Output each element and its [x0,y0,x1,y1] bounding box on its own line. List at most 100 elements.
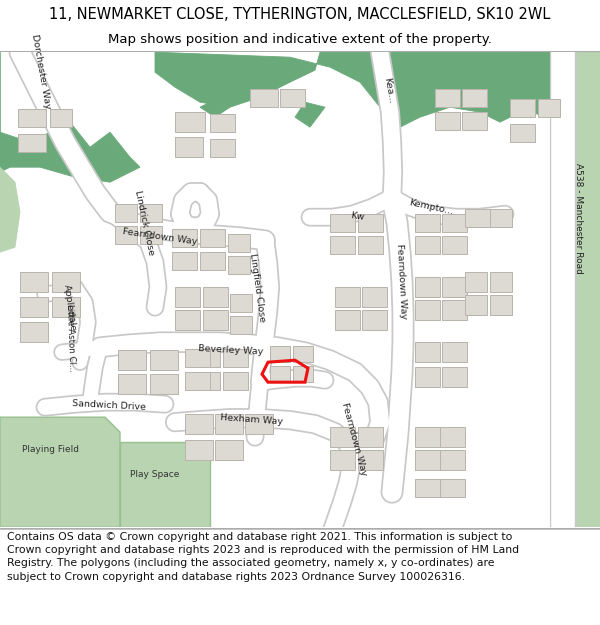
Bar [215,440,243,460]
Bar [20,272,48,292]
Bar [415,214,440,232]
Text: Playing Field: Playing Field [22,445,79,454]
Bar [465,295,487,315]
Bar [115,204,137,222]
Bar [330,236,355,254]
Text: Kempto...: Kempto... [408,198,454,216]
Polygon shape [565,52,600,527]
Bar [362,310,387,330]
Bar [435,112,460,130]
Bar [415,479,440,498]
Polygon shape [295,102,325,127]
Bar [195,372,220,390]
Bar [175,137,203,157]
Bar [140,226,162,244]
Bar [358,214,383,232]
Bar [52,297,80,317]
Text: Contains OS data © Crown copyright and database right 2021. This information is : Contains OS data © Crown copyright and d… [7,532,520,582]
Bar [442,300,467,320]
Bar [335,288,360,307]
Bar [223,372,248,390]
Bar [50,109,72,128]
Polygon shape [155,52,600,127]
Bar [115,226,137,244]
Bar [442,236,467,254]
Bar [362,288,387,307]
Polygon shape [0,167,20,252]
Text: Play Space: Play Space [130,470,179,479]
Bar [490,209,512,227]
Polygon shape [0,418,120,527]
Text: Lingfield Close: Lingfield Close [248,253,266,322]
Bar [200,229,225,247]
Bar [185,440,213,460]
Bar [490,295,512,315]
Bar [52,272,80,292]
Bar [18,134,46,152]
Bar [150,374,178,394]
Bar [20,322,48,342]
Polygon shape [0,52,140,182]
Bar [185,349,210,367]
Polygon shape [120,442,210,527]
Bar [538,99,560,118]
Bar [270,366,290,382]
Text: Map shows position and indicative extent of the property.: Map shows position and indicative extent… [108,34,492,46]
Bar [270,346,290,362]
Bar [215,414,243,434]
Bar [465,272,487,292]
Bar [210,139,235,157]
Text: Fearndown Way: Fearndown Way [395,244,408,319]
Text: Kw: Kw [350,211,365,222]
Text: Fearndown Way: Fearndown Way [340,401,368,476]
Bar [415,342,440,362]
Bar [175,112,205,132]
Bar [415,300,440,320]
Bar [358,450,383,470]
Bar [415,278,440,297]
Bar [440,428,465,447]
Bar [250,89,278,107]
Bar [20,297,48,317]
Text: Little Aston Cl...: Little Aston Cl... [65,304,76,372]
Bar [490,272,512,292]
Text: Lindrick Close: Lindrick Close [133,189,155,256]
Bar [330,450,355,470]
Text: 11, NEWMARKET CLOSE, TYTHERINGTON, MACCLESFIELD, SK10 2WL: 11, NEWMARKET CLOSE, TYTHERINGTON, MACCL… [49,7,551,22]
Text: Beverley Way: Beverley Way [198,344,263,356]
Text: A538 - Manchester Road: A538 - Manchester Road [574,163,583,274]
Bar [510,124,535,142]
Bar [442,342,467,362]
Bar [510,99,535,118]
Text: Fearndown Way: Fearndown Way [122,227,198,246]
Bar [465,209,490,227]
Bar [175,310,200,330]
Bar [230,294,252,312]
Bar [185,414,213,434]
Bar [210,114,235,132]
Bar [118,350,146,370]
Bar [440,450,465,470]
Bar [18,109,46,128]
Bar [442,278,467,297]
Bar [358,428,383,447]
Bar [415,450,440,470]
Polygon shape [200,97,230,118]
Bar [200,252,225,270]
Bar [185,372,210,390]
Bar [358,236,383,254]
Bar [330,214,355,232]
Bar [435,89,460,107]
Bar [118,374,146,394]
Text: Appledale: Appledale [62,284,77,332]
Bar [415,428,440,447]
Bar [172,229,197,247]
Text: Dorchester Way: Dorchester Way [30,33,52,109]
Bar [330,428,355,447]
Bar [140,204,162,222]
Bar [223,349,248,367]
Polygon shape [520,52,600,118]
Bar [442,367,467,387]
Text: Hexham Way: Hexham Way [220,413,283,426]
Bar [175,288,200,307]
